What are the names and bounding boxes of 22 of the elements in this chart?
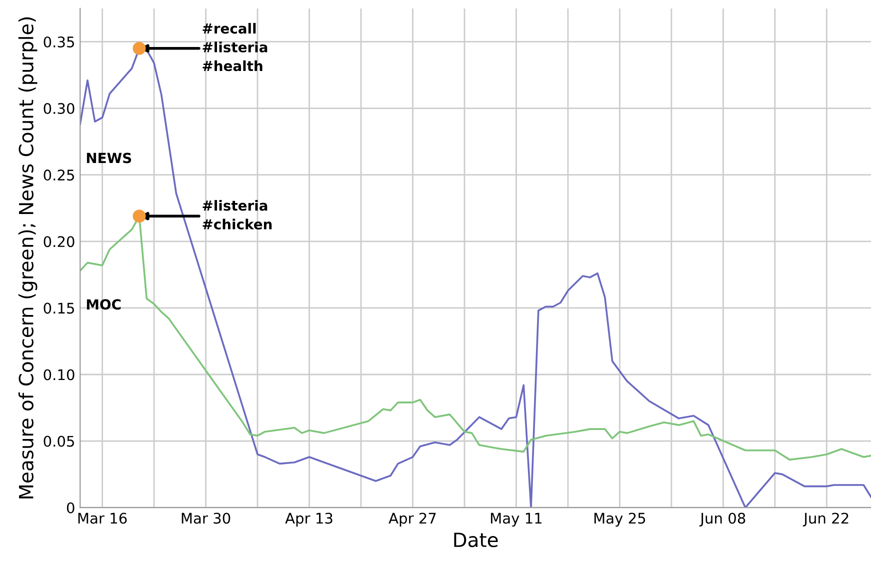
- annotation: #recall #listeria #health: [202, 22, 268, 72]
- y-tick-label: 0.30: [44, 103, 74, 114]
- y-tick-label: 0.10: [44, 369, 74, 380]
- x-axis-title: Date: [454, 532, 498, 548]
- y-tick-label: 0.25: [44, 170, 74, 181]
- y-tick-label: 0.35: [44, 36, 74, 48]
- x-tick-label: May 11: [490, 512, 542, 527]
- annotation: #listeria #chicken: [202, 200, 272, 230]
- x-tick-label: Jun 22: [802, 512, 848, 526]
- y-axis-title: Measure of Concern (green); News Count (purple): [18, 17, 38, 498]
- x-tick-label: May 25: [594, 512, 646, 527]
- x-tick-label: Mar 16: [78, 512, 127, 524]
- x-tick-label: Mar 30: [182, 512, 230, 524]
- y-tick-label: 0.20: [44, 236, 74, 248]
- y-tick-label: 0.05: [44, 436, 74, 447]
- y-tick-label: 0.15: [44, 302, 74, 314]
- x-tick-label: Jun 08: [699, 512, 746, 526]
- y-tick-label: 0: [66, 502, 74, 514]
- series-label: MOC: [86, 299, 121, 310]
- text: NEWS: [86, 152, 132, 164]
- x-tick-label: Apr 27: [388, 512, 436, 527]
- x-tick-label: Apr 13: [285, 512, 332, 527]
